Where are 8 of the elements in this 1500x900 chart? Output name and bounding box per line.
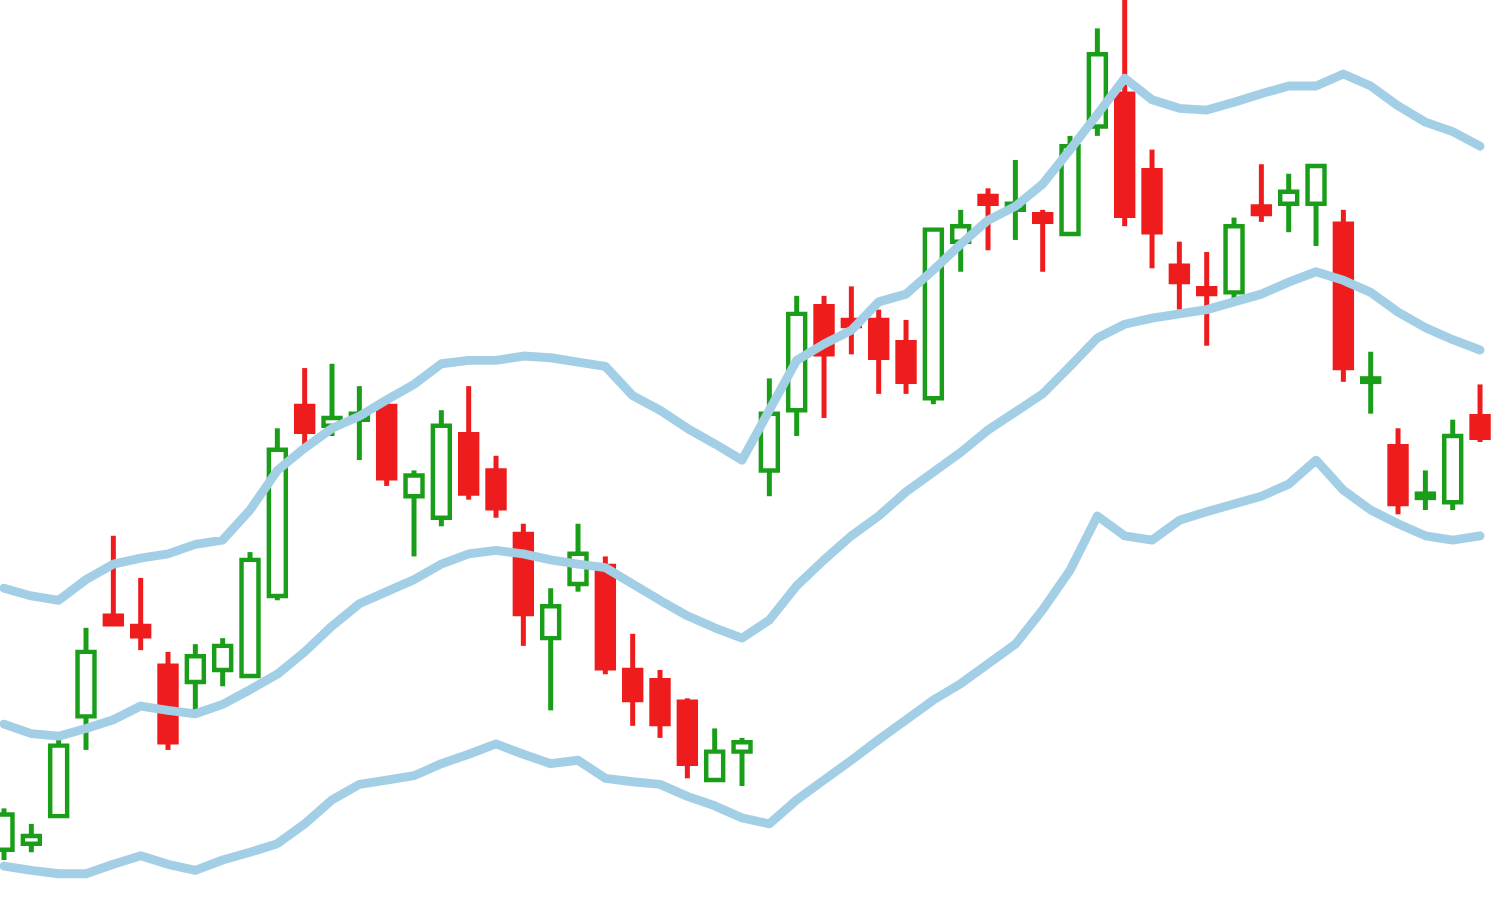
candlestick	[1278, 171, 1300, 235]
candlestick	[539, 585, 562, 713]
candlestick	[75, 625, 97, 753]
candlestick	[621, 631, 644, 729]
candlestick	[1168, 239, 1191, 313]
candlestick	[1141, 147, 1163, 271]
candlestick	[1196, 249, 1218, 349]
candlestick	[1360, 349, 1382, 417]
